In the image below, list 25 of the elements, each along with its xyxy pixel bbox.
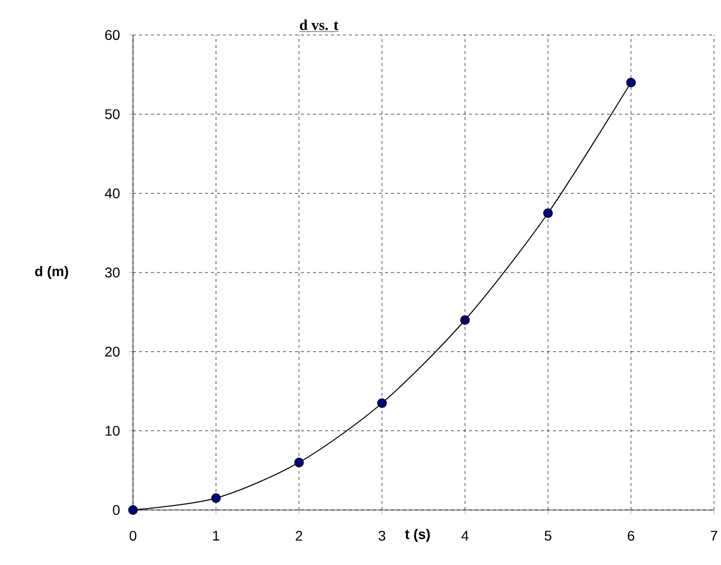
point (626, 78, 636, 88)
chart-title: d vs. t (300, 20, 338, 30)
x-tick-label: 7 (710, 530, 718, 540)
y-tick-label: 20 (105, 346, 120, 357)
x-tick-label: 6 (628, 530, 634, 541)
y-tick-label: 40 (104, 188, 120, 198)
y-tick-label: 0 (112, 505, 120, 515)
x-tick-label: 2 (296, 530, 302, 541)
x-tick-label: 4 (461, 530, 468, 540)
point (294, 458, 304, 468)
x-tick-label: 5 (544, 530, 552, 541)
point (128, 505, 138, 515)
y-tick-label: 30 (105, 268, 120, 278)
point (543, 208, 553, 218)
point (377, 398, 387, 408)
y-tick-label: 60 (105, 30, 120, 40)
x-tick-label: 3 (378, 530, 386, 541)
x-axis-title: t (s) (405, 528, 430, 542)
y-axis-title: d (m) (35, 266, 68, 280)
x-tick-label: 1 (213, 530, 220, 540)
x-tick-label: 0 (130, 530, 136, 541)
point (460, 315, 470, 325)
y-tick-label: 10 (106, 426, 120, 436)
y-tick-label: 50 (105, 109, 120, 120)
point (211, 493, 221, 503)
